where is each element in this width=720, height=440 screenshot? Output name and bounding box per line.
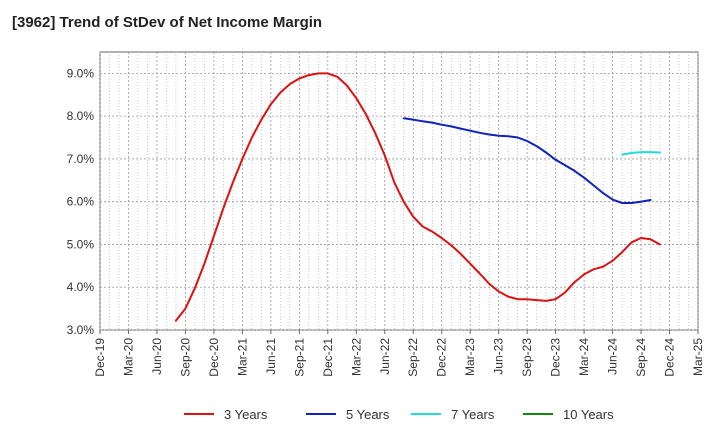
x-tick-label: Mar-22 [349,338,363,376]
legend: 3 Years 5 Years 7 Years 10 Years [184,407,614,422]
legend-label: 3 Years [224,407,268,422]
series-layer [174,72,661,322]
x-tick-label: Mar-24 [577,338,591,376]
x-tick-label: Mar-20 [121,338,135,376]
chart-title: [3962] Trend of StDev of Net Income Marg… [12,14,323,31]
y-tick-label: 5.0% [67,237,95,251]
y-tick-label: 4.0% [67,280,95,294]
y-tick-label: 7.0% [67,152,95,166]
x-tick-label: Dec-23 [549,338,563,377]
x-tick-label: Jun-21 [264,338,278,375]
legend-label: 7 Years [451,407,495,422]
x-tick-label: Jun-22 [378,338,392,375]
x-tick-label: Dec-20 [207,338,221,377]
series-line-7-years [621,151,661,156]
axis-layer: 3.0% 4.0% 5.0% 6.0% 7.0% 8.0% 9.0% Dec-19 Mar-20… [67,66,705,376]
y-tick-label: 6.0% [67,195,95,209]
y-tick-label: 3.0% [67,323,95,337]
x-tick-label: Jun-20 [150,338,164,375]
x-tick-label: Sep-20 [178,338,192,377]
x-tick-label: Dec-19 [93,338,107,377]
x-tick-label: Dec-21 [321,338,335,377]
series-line-3-years [174,72,661,322]
x-tick-label: Mar-21 [235,338,249,376]
x-tick-label: Mar-23 [463,338,477,376]
legend-label: 10 Years [563,407,614,422]
x-tick-label: Sep-21 [292,338,306,377]
x-tick-label: Sep-23 [520,338,534,377]
x-tick-label: Mar-25 [691,338,705,376]
x-tick-label: Dec-22 [435,338,449,377]
y-tick-label: 8.0% [67,109,95,123]
x-tick-label: Dec-24 [663,338,677,377]
legend-label: 5 Years [346,407,390,422]
series-line-5-years [402,117,652,204]
x-tick-label: Jun-23 [492,338,506,375]
x-tick-label: Sep-22 [406,338,420,377]
x-tick-label: Jun-24 [606,338,620,375]
y-tick-label: 9.0% [67,66,95,80]
x-tick-label: Sep-24 [634,338,648,377]
